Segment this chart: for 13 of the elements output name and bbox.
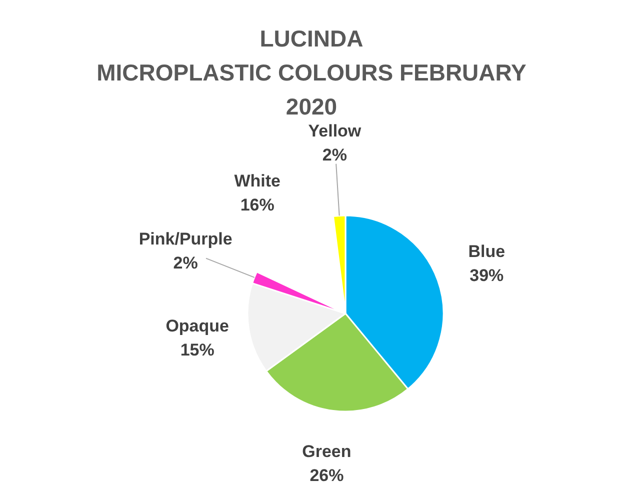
data-label: 39%	[470, 266, 504, 286]
slice-label: Pink/Purple	[138, 230, 232, 249]
slice-label: Blue	[468, 242, 506, 262]
data-label: 2%	[322, 145, 347, 164]
data-label: 16%	[240, 196, 274, 215]
slice-label: White	[234, 172, 280, 191]
slice-label: Opaque	[166, 316, 229, 336]
chart-title: LUCINDA MICROPLASTIC COLOURS FEBRUARY 2020	[96, 26, 526, 120]
data-label: 26%	[310, 466, 344, 485]
slice-label: Green	[302, 442, 352, 461]
data-label: 2%	[173, 254, 198, 273]
slice-label: Yellow	[308, 121, 362, 140]
data-label: 15%	[180, 340, 214, 360]
